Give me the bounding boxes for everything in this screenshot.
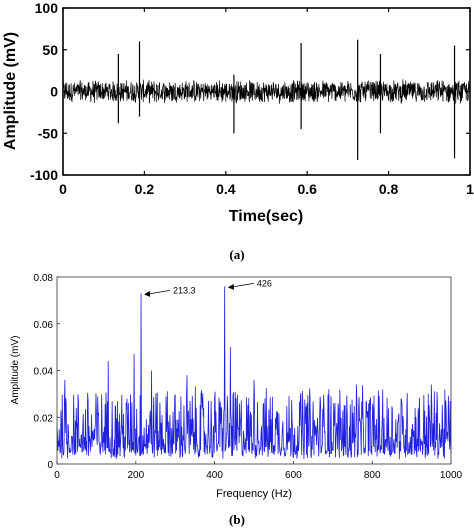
x-tick-label-b: 200 xyxy=(127,470,144,481)
peak-annotations: 213.3 426 xyxy=(144,278,272,297)
y-tick-label-a: 50 xyxy=(42,42,58,58)
panel-caption-a: (a) xyxy=(229,247,244,262)
y-axis-a: -100 -50 0 50 100 xyxy=(30,0,470,183)
time-domain-panel: 0 0.2 0.4 0.6 0.8 1 -100 -50 0 50 100 Time(sec) A… xyxy=(2,0,474,262)
y-tick-label-b: 0.08 xyxy=(34,273,54,284)
y-tick-label-b: 0.06 xyxy=(34,320,54,331)
y-axis-b: 0 0.02 0.04 0.06 0.08 xyxy=(34,273,60,471)
x-tick-label-a: 0 xyxy=(59,181,67,197)
y-tick-label-a: 100 xyxy=(35,0,59,16)
spectrum-line xyxy=(56,286,452,460)
x-axis-label-b: Frequency (Hz) xyxy=(216,488,292,500)
frequency-domain-panel: 0 200 400 600 800 1000 0 0.02 0.04 0.06 0.08 213.… xyxy=(10,273,463,527)
x-tick-label-b: 0 xyxy=(54,470,60,481)
x-axis-a: 0 0.2 0.4 0.6 0.8 1 xyxy=(59,8,474,197)
y-axis-label-b: Amplitude (mV) xyxy=(10,336,21,405)
y-tick-label-a: -100 xyxy=(30,167,58,183)
spectrum-trace-b xyxy=(56,286,452,460)
x-axis-b: 0 200 400 600 800 1000 xyxy=(54,461,463,481)
x-tick-label-a: 0.6 xyxy=(297,181,317,197)
panel-caption-b: (b) xyxy=(229,512,245,527)
y-tick-label-a: -50 xyxy=(38,125,58,141)
x-tick-label-a: 0.2 xyxy=(135,181,155,197)
x-tick-label-b: 400 xyxy=(206,470,223,481)
x-tick-label-a: 1 xyxy=(466,181,474,197)
annotation-label-1: 426 xyxy=(257,278,272,288)
annotation-label-0: 213.3 xyxy=(173,285,196,295)
x-tick-label-b: 600 xyxy=(285,470,302,481)
annotation-arrowhead-1 xyxy=(227,283,234,290)
x-axis-label-a: Time(sec) xyxy=(229,208,303,225)
y-tick-label-a: 0 xyxy=(50,84,58,100)
y-tick-label-b: 0.04 xyxy=(34,367,54,378)
y-tick-label-b: 0 xyxy=(47,460,53,471)
x-tick-label-b: 800 xyxy=(364,470,381,481)
annotation-arrowhead-0 xyxy=(144,290,151,297)
y-tick-label-b: 0.02 xyxy=(34,413,54,424)
x-tick-label-b: 1000 xyxy=(440,470,463,481)
x-tick-label-a: 0.4 xyxy=(216,181,236,197)
noise-trace xyxy=(62,79,471,104)
signal-trace-a xyxy=(62,39,471,160)
x-tick-label-a: 0.8 xyxy=(379,181,399,197)
y-axis-label-a: Amplitude (mV) xyxy=(2,32,19,150)
